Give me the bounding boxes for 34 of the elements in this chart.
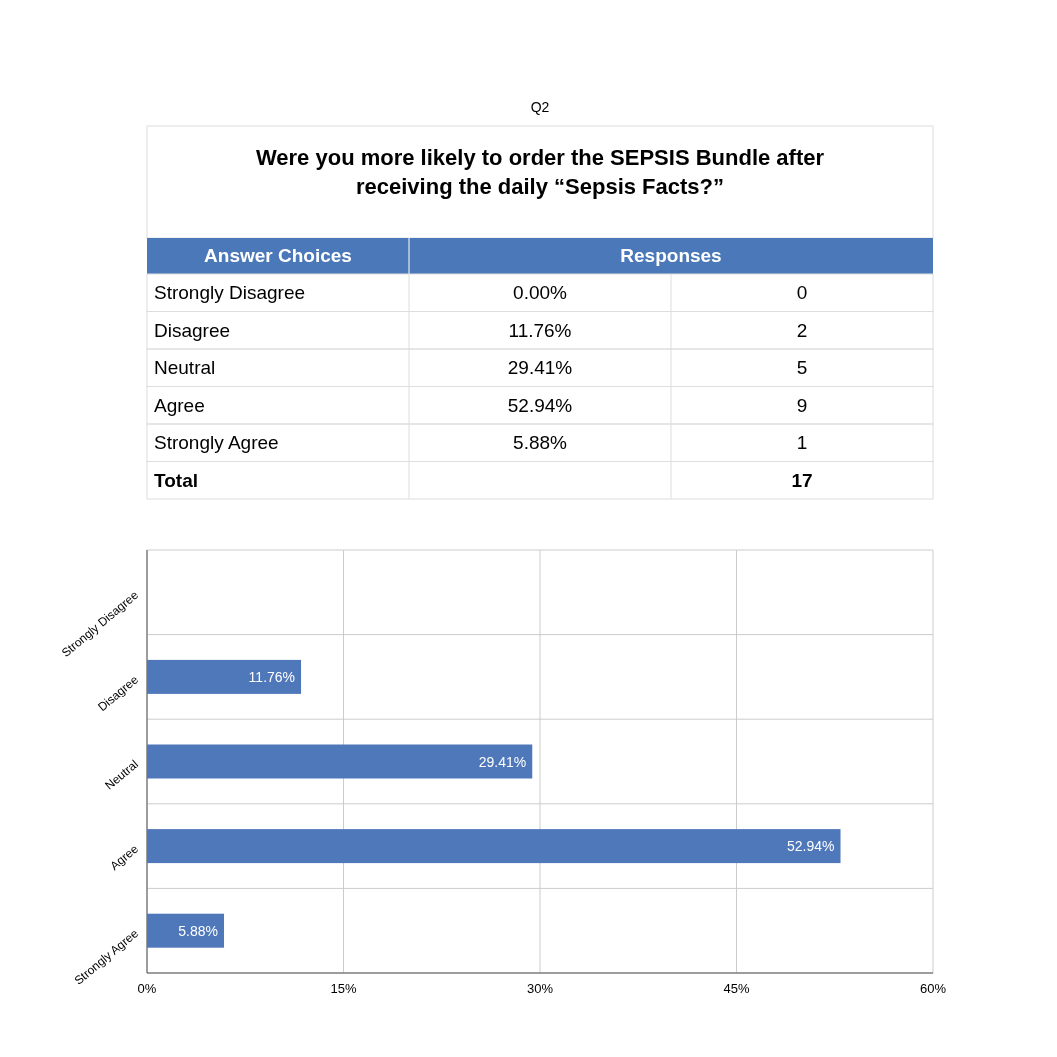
text: Responses [620, 245, 722, 266]
bar [147, 744, 533, 779]
text: 11.76% [508, 319, 572, 341]
text: 0 [796, 282, 808, 303]
text: 1 [796, 432, 808, 453]
x-tick-label: 0% [137, 981, 157, 996]
data-label: 52.94% [787, 838, 835, 855]
text: Total [154, 469, 198, 491]
text: 9 [796, 394, 808, 416]
bar [147, 913, 225, 948]
bar [147, 829, 841, 864]
x-tick-label: 30% [526, 981, 554, 996]
text: 5 [796, 357, 808, 378]
text: Agree [154, 394, 205, 416]
data-label: 29.41% [478, 753, 527, 770]
text: 29.41% [507, 357, 573, 378]
text: 2 [796, 319, 808, 341]
text: Neutral [154, 357, 216, 378]
text: Strongly Agree [154, 432, 279, 453]
text: 52.94% [507, 394, 573, 416]
x-tick-label: 45% [723, 981, 750, 996]
bar [147, 659, 302, 694]
data-label: 5.88% [178, 922, 219, 939]
text: 17 [791, 469, 813, 491]
data-label: 11.76% [248, 668, 296, 685]
text: 5.88% [513, 432, 568, 453]
text: 0.00% [513, 282, 568, 303]
text: Were you more likely to order the SEPSIS Bundle after receiving the daily “Sepsis Facts?” [255, 145, 825, 199]
x-tick-label: 15% [330, 981, 357, 996]
text: Answer Choices [204, 245, 352, 266]
text: Q2 [530, 99, 550, 115]
text: Strongly Disagree [154, 282, 306, 303]
x-tick-label: 60% [919, 981, 947, 996]
text: Disagree [154, 319, 231, 341]
